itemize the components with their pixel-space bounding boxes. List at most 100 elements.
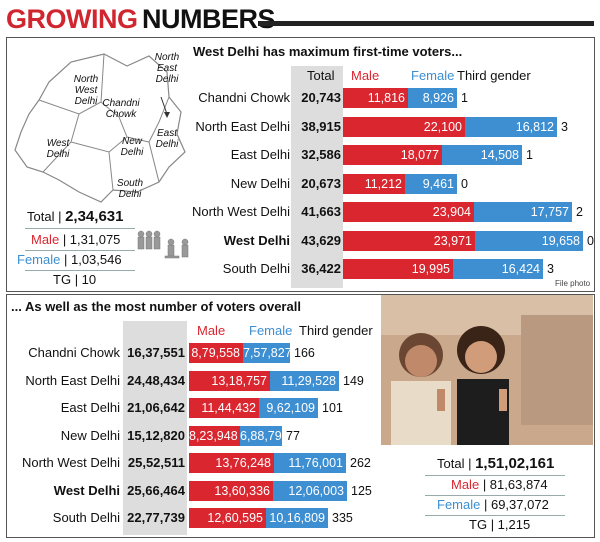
summary2-tg: TG | 1,215: [469, 517, 531, 532]
chart2-category-chandni-chowk: Chandni Chowk: [28, 345, 120, 360]
delhi-map: [14, 53, 186, 203]
map-label-north-west: North West Delhi: [73, 74, 99, 107]
chart2-total-north-west-delhi: 25,52,511: [127, 455, 185, 470]
summary1-female: Female | 1,03,546: [17, 252, 122, 267]
chart1-female-bar-north-west-delhi: 17,757: [474, 202, 572, 222]
chart2-tg-label-west-delhi: 125: [351, 483, 372, 498]
chart1-total-west-delhi: 43,629: [301, 232, 341, 248]
chart2-tg-label-north-west-delhi: 262: [350, 456, 371, 470]
voters-photo: [381, 295, 593, 445]
chart1-female-bar-north-east-delhi: 16,812: [465, 116, 557, 137]
chart1-male-bar-south-delhi: 19,995: [343, 259, 453, 279]
chart1-male-bar-new-delhi: 11,212: [343, 173, 405, 194]
chart2-total-column: [123, 321, 187, 535]
heading-rule: [258, 21, 594, 26]
chart1-total-column: [291, 66, 343, 288]
chart2-male-bar-east-delhi: 11,44,432: [189, 398, 259, 418]
chart2-female-bar-south-delhi: 10,16,809: [266, 508, 328, 528]
summary2-total: Total | 1,51,02,161: [437, 455, 555, 472]
chart2-tg-label-east-delhi: 101: [322, 401, 343, 415]
map-label-new: New Delhi: [120, 136, 144, 158]
chart2-category-south-delhi: South Delhi: [52, 510, 120, 525]
chart2-category-east-delhi: East Delhi: [60, 400, 120, 415]
summary2-male: Male | 81,63,874: [451, 477, 548, 492]
chart2-female-bar-east-delhi: 9,62,109: [259, 398, 318, 418]
chart1-category-east-delhi: East Delhi: [230, 147, 290, 162]
chart2-total-north-east-delhi: 24,48,434: [127, 372, 185, 388]
chart1-total-new-delhi: 20,673: [301, 175, 341, 191]
map-label-east: East Delhi: [155, 128, 179, 150]
chart1-header-male: Male: [351, 68, 380, 83]
chart2-category-west-delhi: West Delhi: [53, 482, 120, 498]
chart1-male-bar-east-delhi: 18,077: [343, 145, 442, 165]
chart1-total-chandni-chowk: 20,743: [301, 90, 341, 105]
summary1-male: Male | 1,31,075: [31, 232, 121, 247]
chart2-category-new-delhi: New Delhi: [60, 427, 120, 443]
chart1-tg-label-new-delhi: 0: [461, 176, 468, 191]
chart1-category-south-delhi: South Delhi: [222, 261, 290, 276]
chart2-female-bar-new-delhi: 6,88,795: [240, 425, 289, 446]
chart2-header-male: Male: [197, 323, 226, 338]
chart1-male-bar-chandni-chowk: 11,816: [343, 88, 408, 108]
chart2-tg-label-chandni-chowk: 166: [294, 346, 315, 360]
photo-credit: File photo: [555, 279, 591, 288]
chart2-female-bar-north-east-delhi: 11,29,528: [270, 370, 339, 391]
chart2-header-tg: Third gender: [299, 323, 373, 338]
chart2-female-bar-chandni-chowk: 7,57,827: [243, 343, 292, 363]
chart2-tg-label-new-delhi: 77: [286, 428, 300, 443]
heading-word-growing: GROWING: [6, 4, 138, 34]
chart1-tg-label-east-delhi: 1: [526, 148, 533, 162]
chart1-category-north-east-delhi: North East Delhi: [195, 118, 290, 134]
chart2-total-new-delhi: 15,12,820: [127, 427, 185, 443]
page-heading: GROWING NUMBERS: [6, 4, 594, 34]
chart1-total-north-west-delhi: 41,663: [301, 204, 341, 219]
chart1-category-west-delhi: West Delhi: [223, 232, 290, 248]
chart1-header-tg: Third gender: [457, 68, 531, 83]
chart1-subtitle: West Delhi has maximum first-time voters…: [193, 44, 463, 59]
chart2-subtitle: ... As well as the most number of voters…: [11, 299, 301, 314]
chart1-total-north-east-delhi: 38,915: [301, 118, 341, 134]
chart1-male-bar-north-east-delhi: 22,100: [343, 116, 465, 137]
voter-queue-illustration: [137, 230, 189, 259]
chart1-category-north-west-delhi: North West Delhi: [191, 204, 290, 219]
chart2-male-bar-north-west-delhi: 13,76,248: [189, 453, 274, 473]
chart2-male-bar-south-delhi: 12,60,595: [189, 508, 266, 528]
map-label-north-east: North East Delhi: [154, 52, 180, 85]
map-label-south: South Delhi: [116, 178, 144, 200]
chart1-female-bar-new-delhi: 9,461: [405, 173, 457, 194]
chart1-tg-label-chandni-chowk: 1: [461, 91, 468, 105]
summary1-tg: TG | 10: [53, 272, 97, 287]
chart1-tg-label-north-east-delhi: 3: [561, 119, 568, 134]
chart2-category-north-east-delhi: North East Delhi: [25, 372, 120, 388]
chart1-header-total: Total: [307, 68, 335, 83]
chart2-tg-label-south-delhi: 335: [332, 511, 353, 525]
heading-word-numbers: NUMBERS: [141, 4, 276, 34]
chart1-total-south-delhi: 36,422: [301, 261, 341, 276]
chart1-tg-label-north-west-delhi: 2: [576, 205, 583, 219]
chart1-male-bar-north-west-delhi: 23,904: [343, 202, 474, 222]
chart1-female-bar-west-delhi: 19,658: [475, 230, 583, 251]
summary1-total: Total | 2,34,631: [27, 208, 124, 225]
chart2-total-east-delhi: 21,06,642: [127, 400, 185, 415]
chart2-total-west-delhi: 25,66,464: [127, 482, 185, 498]
chart2-total-south-delhi: 22,77,739: [127, 510, 185, 525]
map-label-chandni-chowk: Chandni Chowk: [102, 98, 140, 120]
chart1-female-bar-south-delhi: 16,424: [453, 259, 543, 279]
map-label-west: West Delhi: [46, 138, 70, 160]
chart2-male-bar-north-east-delhi: 13,18,757: [189, 370, 270, 391]
chart1-category-new-delhi: New Delhi: [230, 175, 290, 191]
chart1-category-chandni-chowk: Chandni Chowk: [198, 90, 290, 105]
chart2-male-bar-west-delhi: 13,60,336: [189, 480, 273, 501]
chart1-tg-label-west-delhi: 0: [587, 233, 594, 248]
chart2-total-chandni-chowk: 16,37,551: [127, 345, 185, 360]
chart1-header-female: Female: [411, 68, 455, 83]
chart2-tg-label-north-east-delhi: 149: [343, 373, 364, 388]
first-time-voters-panel: North West Delhi Chandni Chowk North Eas…: [6, 37, 595, 292]
chart1-tg-label-south-delhi: 3: [547, 262, 554, 276]
chart1-female-bar-east-delhi: 14,508: [442, 145, 522, 165]
chart2-female-bar-north-west-delhi: 11,76,001: [274, 453, 346, 473]
chart2-female-bar-west-delhi: 12,06,003: [273, 480, 347, 501]
chart2-male-bar-new-delhi: 8,23,948: [189, 425, 240, 446]
summary2-female: Female | 69,37,072: [437, 497, 549, 512]
chart1-male-bar-west-delhi: 23,971: [343, 230, 475, 251]
